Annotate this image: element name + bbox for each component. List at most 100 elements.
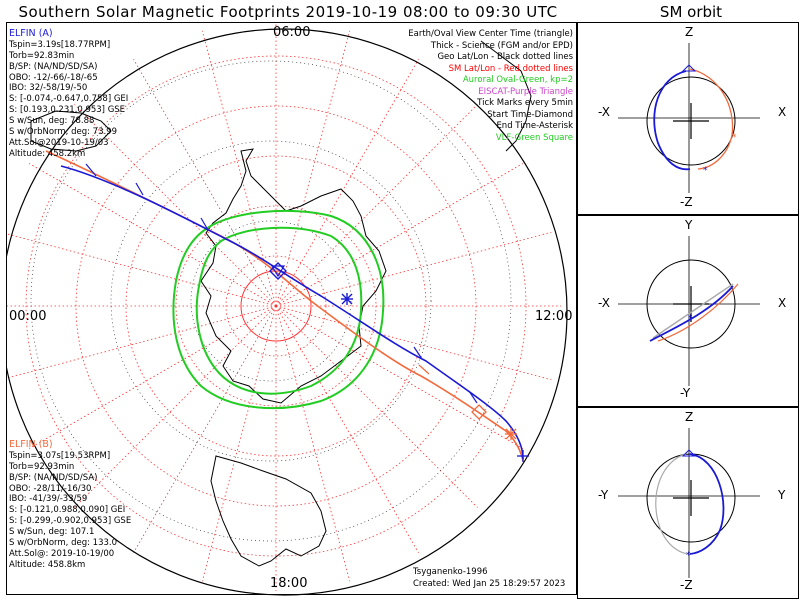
sm-orbit-xy-panel: * Y -Y -X X (577, 215, 799, 407)
sm-longitude-line (275, 104, 478, 307)
elfin-a-line: OBO: -12/-66/-18/-65 (9, 72, 98, 83)
elfin-a-line: Torb=92.83min (9, 50, 75, 61)
elfin-b-info: ELFIN (B) Tspin=3.07s[19.53RPM] Torb=92.… (9, 439, 132, 571)
axis-right-label: Y (778, 488, 786, 502)
axis-top-label: Z (685, 410, 694, 424)
legend-item: Auroral Oval-Green, kp=2 (462, 75, 573, 85)
mlt-right-label: 12:00 (535, 309, 573, 324)
elfin-a-line: Altitude: 458.2km (9, 148, 86, 159)
elfin-b-line: OBO: -28/11/-16/30 (9, 483, 92, 494)
map-boundary (7, 28, 568, 596)
elfin-b-line: Tspin=3.07s[19.53RPM] (9, 450, 111, 461)
mlt-bottom-label: 18:00 (270, 576, 308, 591)
legend-item: Thick - Science (FGM and/or EPD) (430, 40, 573, 51)
axis-bottom-label: -Z (680, 578, 693, 592)
legend-item: EISCAT-Purple Triangle (478, 86, 573, 97)
elfin-a-line: B/SP: (NA/ND/SD/SA) (9, 61, 98, 72)
sm-longitude-line (275, 305, 552, 381)
end-time-asterisk (341, 293, 353, 305)
sm-longitude-line (7, 305, 277, 379)
sm-longitude-line (275, 163, 524, 307)
sm-longitude-line (275, 305, 419, 554)
axis-left-label: -X (598, 296, 610, 310)
axis-bottom-label: -Y (680, 386, 691, 400)
antarctica-coastline (200, 148, 387, 404)
legend-item: Tick Marks every 5min (477, 98, 573, 108)
sm-longitude-line (275, 30, 351, 307)
elfin-a-line: S: [-0.074,-0.647,0.758] GEI (9, 94, 129, 105)
elfin-b-end-asterisk (505, 428, 517, 440)
elfin-a-line: Tspin=3.19s[18.77RPM] (9, 39, 111, 50)
legend-item: SM Lat/Lon - Red dotted lines (448, 63, 573, 74)
axis-left-label: -Y (598, 488, 609, 502)
sm-orbit-xz-plot: * * (618, 43, 760, 193)
auroral-oval-inner (195, 226, 363, 395)
sm-longitude-line (74, 104, 277, 307)
elfin-b-line: Torb=92.93min (9, 461, 75, 472)
page-title: Southern Solar Magnetic Footprints 2019-… (18, 3, 558, 21)
sm-longitude-line (275, 231, 552, 307)
elfin-a-end-asterisk (517, 450, 529, 462)
legend-item: Earth/Oval View Center Time (triangle) (408, 29, 573, 39)
axis-right-label: X (778, 296, 787, 310)
elfin-b-diamond (471, 404, 487, 420)
axis-top-label: Y (685, 218, 693, 232)
elfin-a-line: Att.Sol@2019-10-19/03 (9, 137, 109, 148)
sm-longitude-line (74, 305, 277, 508)
sm-longitude-line (133, 58, 277, 307)
elfin-b-line: S: [-0.121,0.988,0.090] GEI (9, 505, 126, 516)
south-america-coastline (210, 455, 327, 567)
elfin-a-line: S w/OrbNorm, deg: 73.99 (9, 127, 118, 138)
elfin-a-track (60, 165, 524, 460)
sm-longitude-line (275, 305, 478, 508)
svg-text:*: * (732, 133, 737, 143)
created-timestamp: Created: Wed Jan 25 18:29:57 2023 (413, 579, 566, 589)
africa-coastline (480, 40, 532, 152)
legend-item: Start Time-Diamond (487, 109, 573, 120)
geo-latitude-circles (30, 60, 512, 542)
elfin-b-line: B/SP: (NA/ND/SD/SA) (9, 472, 98, 483)
elfin-b-line: S w/Sun, deg: 107.1 (9, 527, 95, 538)
axis-left-label: -X (598, 105, 610, 119)
elfin-b-line: IBO: -41/39/-33/59 (9, 494, 88, 505)
sm-longitude-line (275, 58, 419, 307)
sm-longitude-line (275, 305, 524, 449)
map-legend: Earth/Oval View Center Time (triangle) T… (408, 29, 573, 144)
sm-longitude-line (28, 305, 277, 449)
svg-text:*: * (686, 551, 691, 561)
elfin-b-line: Altitude: 458.8km (9, 559, 86, 570)
sm-orbit-yz-plot: * (618, 428, 760, 578)
elfin-b-line: S: [-0.299,-0.902,0.953] GSE (9, 516, 132, 527)
sm-longitude-line (275, 305, 351, 582)
elfin-a-line: IBO: 32/-58/19/-50 (9, 83, 88, 94)
sm-orbit-title: SM orbit (659, 3, 723, 21)
legend-item: VLF-Green Square (495, 132, 573, 143)
polar-map (7, 23, 568, 596)
axis-top-label: Z (685, 25, 694, 39)
elfin-b-line: Att.Sol@: 2019-10-19/00 (9, 548, 115, 559)
start-time-diamond (269, 262, 287, 280)
sm-longitude-line (201, 30, 277, 307)
mlt-top-label: 06:00 (273, 25, 311, 40)
sm-orbit-xz-panel: * * Z -Z -X X (577, 22, 799, 215)
legend-item: End Time-Asterisk (496, 121, 573, 131)
elfin-a-line: S w/Sun, deg: 78.88 (9, 116, 95, 127)
sm-orbit-xy-plot: * (618, 236, 760, 386)
elfin-b-name: ELFIN (B) (9, 439, 53, 450)
legend-item: Geo Lat/Lon - Black dotted lines (437, 52, 573, 62)
sm-orbit-yz-panel: * Z -Z -Y Y (577, 407, 799, 599)
sm-longitude-lines (7, 23, 561, 591)
elfin-a-line: S: [0.193,0.231,0.953] GSE (9, 105, 126, 116)
axis-right-label: X (778, 105, 787, 119)
svg-text:*: * (688, 314, 693, 324)
auroral-oval-outer (172, 209, 385, 410)
sm-longitude-line (28, 163, 277, 307)
elfin-a-info: ELFIN (A) Tspin=3.19s[18.77RPM] Torb=92.… (9, 28, 129, 160)
inner-sm-circle (240, 270, 312, 342)
polar-map-panel: 06:00 00:00 12:00 18:00 (6, 22, 577, 596)
mlt-left-label: 00:00 (9, 309, 47, 324)
model-label: Tsyganenko-1996 (413, 567, 488, 577)
elfin-b-line: S w/OrbNorm, deg: 133.0 (9, 538, 118, 549)
elfin-a-name: ELFIN (A) (9, 28, 53, 39)
